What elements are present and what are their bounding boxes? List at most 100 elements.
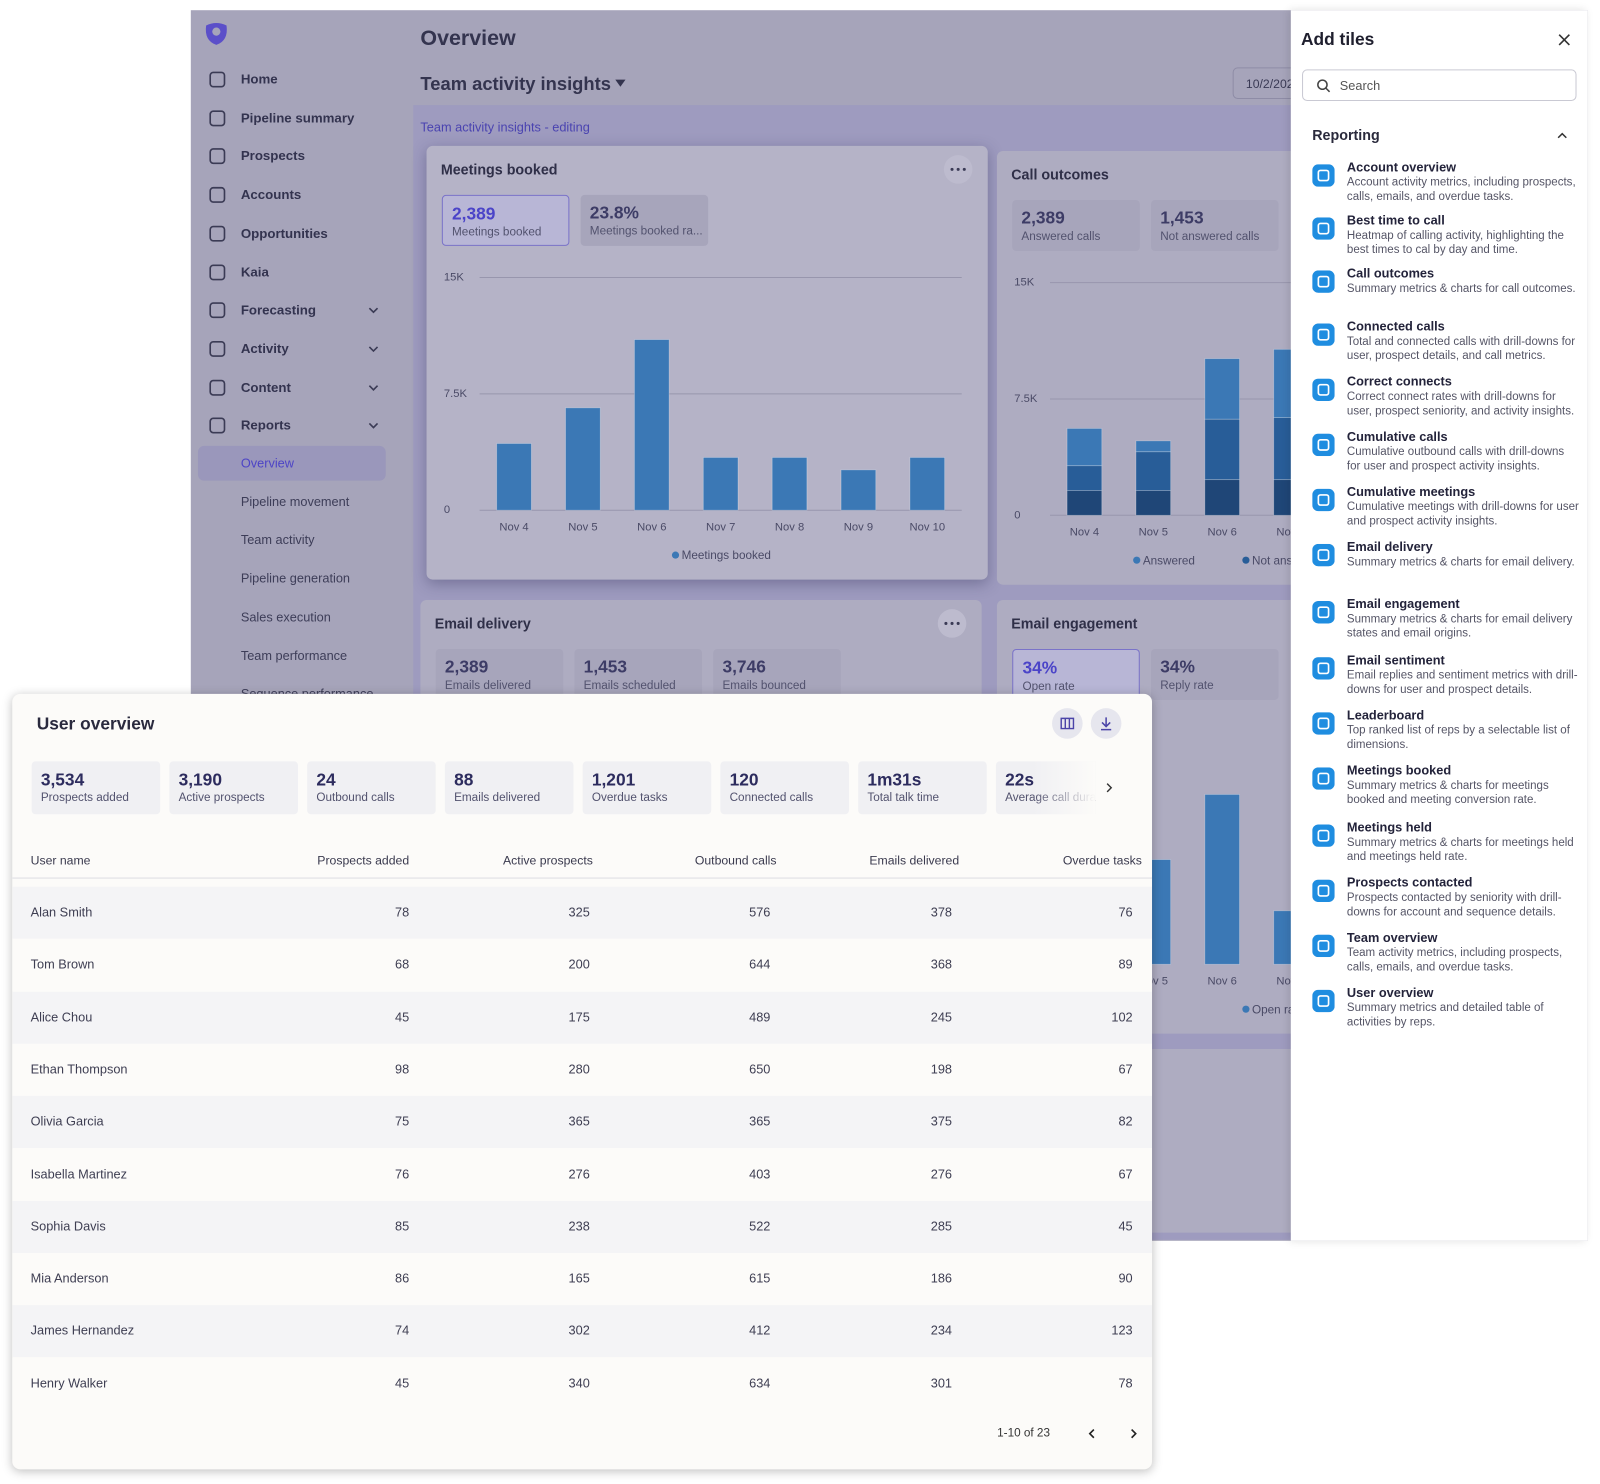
tile-card[interactable]: Meetings booked 2,389 Meetings booked 23.8%… bbox=[426, 145, 988, 580]
column-header[interactable]: Active prospects bbox=[503, 853, 593, 868]
subnav-item[interactable]: Overview bbox=[197, 445, 386, 481]
tile-option[interactable]: Leaderboard Top ranked list of reps by a … bbox=[1303, 708, 1579, 759]
user-name: Alice Chou bbox=[30, 1009, 93, 1025]
icon-glyph bbox=[1317, 884, 1330, 897]
tile-menu[interactable] bbox=[937, 609, 967, 638]
tile-option[interactable]: Correct connects Correct connect rates wi… bbox=[1303, 374, 1579, 425]
metric-box[interactable]: 1m31s Total talk time bbox=[858, 761, 987, 815]
table-row: Tom Brown 68 200 644 368 89 bbox=[12, 939, 1153, 992]
search-box[interactable]: Search bbox=[1302, 69, 1577, 102]
tile-option-name: Meetings booked bbox=[1346, 763, 1452, 778]
metric-box[interactable]: 24 Outbound calls bbox=[307, 761, 436, 815]
tile-option[interactable]: Email engagement Summary metrics & charts… bbox=[1303, 597, 1579, 648]
table-cell: 86 bbox=[394, 1271, 410, 1286]
tile-option[interactable]: Email delivery Summary metrics & charts f… bbox=[1303, 540, 1579, 591]
page-next[interactable] bbox=[1128, 1428, 1140, 1440]
tile-option[interactable]: Cumulative calls Cumulative outbound call… bbox=[1303, 430, 1579, 481]
nav-item[interactable]: Prospects bbox=[202, 142, 386, 171]
icon-glyph bbox=[1317, 438, 1330, 451]
tile-option[interactable]: Team overview Team activity metrics, incl… bbox=[1303, 931, 1579, 982]
metric-box[interactable]: 2,389 Answered calls bbox=[1012, 199, 1140, 252]
subnav-item[interactable]: Pipeline generation bbox=[198, 561, 386, 596]
metric-label: Total talk time bbox=[867, 791, 940, 805]
subnav-item[interactable]: Sales execution bbox=[198, 600, 386, 635]
nav-item[interactable]: Activity bbox=[202, 335, 386, 364]
legend-swatch bbox=[1133, 556, 1141, 564]
nav-label: Content bbox=[240, 379, 291, 395]
tile-option[interactable]: Call outcomes Summary metrics & charts fo… bbox=[1303, 266, 1579, 317]
nav-item[interactable]: Home bbox=[202, 65, 386, 94]
tile-option[interactable]: Meetings held Summary metrics & charts fo… bbox=[1303, 820, 1579, 871]
y-tick-label: 0 bbox=[1014, 509, 1020, 521]
icon-glyph bbox=[1317, 606, 1330, 619]
tile-option[interactable]: Email sentiment Email replies and sentime… bbox=[1303, 653, 1579, 704]
metric-value: 24 bbox=[316, 770, 336, 790]
metric-box[interactable]: 34% Open rate bbox=[1012, 648, 1140, 700]
table-cell: 76 bbox=[394, 1166, 410, 1182]
nav-item[interactable]: Content bbox=[202, 373, 386, 402]
metric-box[interactable]: 3,746 Emails bounced bbox=[713, 648, 841, 700]
bar bbox=[1204, 794, 1240, 965]
metric-box[interactable]: 23.8% Meetings booked ra... bbox=[580, 194, 709, 246]
tile-option[interactable]: Meetings booked Summary metrics & charts … bbox=[1303, 763, 1579, 814]
column-header[interactable]: Overdue tasks bbox=[1062, 853, 1142, 868]
tile-option-description: Email replies and sentiment metrics with… bbox=[1346, 669, 1578, 696]
metric-box[interactable]: 3,534 Prospects added bbox=[31, 761, 161, 815]
table-cell: 45 bbox=[1118, 1219, 1133, 1234]
metric-box[interactable]: 120 Connected calls bbox=[720, 761, 849, 815]
tile-option[interactable]: Account overview Account activity metrics… bbox=[1303, 160, 1579, 211]
table-cell: 650 bbox=[749, 1062, 771, 1077]
metric-box[interactable]: 88 Emails delivered bbox=[444, 761, 574, 815]
subnav-item[interactable]: Pipeline movement bbox=[198, 484, 386, 519]
metric-label: Emails scheduled bbox=[583, 679, 676, 692]
column-header[interactable]: Prospects added bbox=[317, 853, 410, 868]
tile-menu[interactable] bbox=[943, 155, 973, 184]
tile-option[interactable]: Prospects contacted Prospects contacted b… bbox=[1303, 876, 1579, 927]
column-header[interactable]: User name bbox=[30, 853, 91, 868]
bar bbox=[1204, 358, 1240, 420]
table-cell: 75 bbox=[394, 1114, 410, 1129]
tile-option-name: User overview bbox=[1346, 985, 1434, 1000]
table-cell: 365 bbox=[568, 1114, 590, 1129]
tile-option-name: Correct connects bbox=[1346, 374, 1452, 389]
column-header[interactable]: Emails delivered bbox=[869, 853, 960, 868]
tile-option[interactable]: Connected calls Total and connected calls… bbox=[1303, 319, 1579, 370]
icon-glyph bbox=[1317, 169, 1330, 182]
handle bbox=[1325, 87, 1331, 93]
download-button[interactable] bbox=[1090, 708, 1122, 739]
metric-box[interactable]: 1,453 Not answered calls bbox=[1151, 199, 1279, 252]
metric-label: Outbound calls bbox=[316, 791, 395, 805]
metric-box[interactable]: 2,389 Meetings booked bbox=[441, 194, 570, 246]
nav-item[interactable]: Pipeline summary bbox=[202, 104, 386, 133]
nav-item[interactable]: Accounts bbox=[202, 181, 386, 210]
page-prev[interactable] bbox=[1086, 1428, 1098, 1440]
nav-item[interactable]: Opportunities bbox=[202, 219, 386, 248]
subnav-item[interactable]: Team activity bbox=[198, 523, 386, 558]
nav-item[interactable]: Forecasting bbox=[202, 296, 386, 325]
close-button[interactable] bbox=[1557, 33, 1571, 47]
nav-icon bbox=[209, 110, 226, 127]
metric-box[interactable]: 2,389 Emails delivered bbox=[435, 648, 564, 700]
metric-value: 88 bbox=[454, 770, 474, 790]
nav-item[interactable]: Reports bbox=[202, 412, 386, 441]
metric-box[interactable]: 3,190 Active prospects bbox=[169, 761, 298, 815]
subnav-label: Overview bbox=[240, 456, 294, 471]
metric-box[interactable]: 1,201 Overdue tasks bbox=[582, 761, 712, 815]
metric-box[interactable]: 1,453 Emails scheduled bbox=[574, 648, 703, 700]
x-tick-label: Nov 10 bbox=[910, 522, 946, 534]
columns-button[interactable] bbox=[1052, 708, 1083, 739]
metrics-next[interactable] bbox=[1103, 782, 1115, 794]
dot bbox=[944, 621, 948, 625]
nav-item[interactable]: Kaia bbox=[202, 258, 386, 287]
search-placeholder: Search bbox=[1339, 78, 1381, 93]
column-header[interactable]: Outbound calls bbox=[694, 853, 777, 868]
dashboard-select[interactable]: Team activity insights bbox=[420, 72, 644, 96]
tile-option[interactable]: User overview Summary metrics and detaile… bbox=[1303, 986, 1579, 1037]
tile-option[interactable]: Cumulative meetings Cumulative meetings w… bbox=[1303, 485, 1579, 536]
tile-option[interactable]: Best time to call Heatmap of calling acti… bbox=[1303, 213, 1579, 264]
user-overview-card: User overview 3,534 Prospects added 3,190 Ac… bbox=[12, 693, 1153, 1470]
subnav-item[interactable]: Team performance bbox=[198, 638, 386, 673]
nav-icon-shape bbox=[209, 71, 226, 88]
chevron bbox=[1106, 783, 1113, 793]
metric-box[interactable]: 34% Reply rate bbox=[1151, 648, 1279, 700]
